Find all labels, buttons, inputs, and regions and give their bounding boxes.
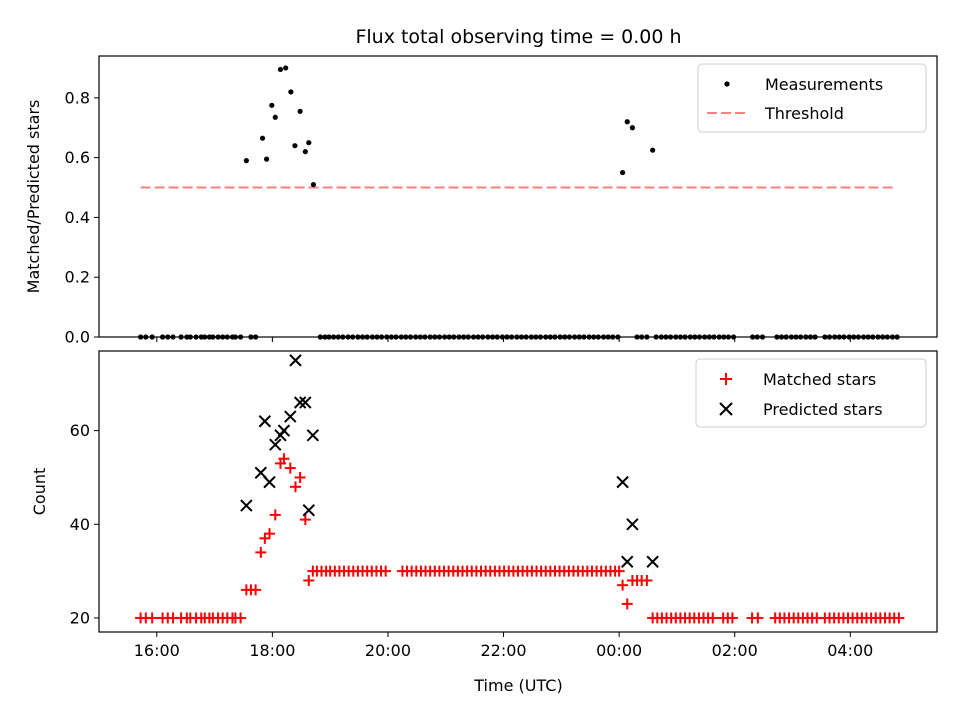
count-y-ticks: 20 40 60 <box>70 421 99 627</box>
ratio-panel: 0.00.20.40.60.8 Matched/Predicted stars … <box>24 55 938 347</box>
matched-star-point <box>617 579 629 591</box>
measurement-point <box>277 66 284 73</box>
threshold-legend-label: Threshold <box>764 104 844 123</box>
predicted-star-point <box>302 504 315 517</box>
matched-star-point <box>284 462 296 474</box>
matched-legend-marker <box>720 373 732 385</box>
matched-star-point <box>235 612 247 624</box>
measurement-point <box>288 89 294 95</box>
x-tick-label: 22:00 <box>480 641 526 660</box>
matched-star-point <box>255 546 267 558</box>
measurements-legend-label: Measurements <box>765 75 883 94</box>
measurement-point <box>650 147 656 153</box>
ratio-legend-box <box>697 63 927 133</box>
matched-star-point <box>269 509 281 521</box>
measurement-point <box>269 102 275 108</box>
measurement-point <box>629 125 636 131</box>
count-x-ticks: 16:00 18:00 20:00 22:00 00:00 02:00 04:00 <box>134 632 873 660</box>
matched-star-point <box>294 471 306 483</box>
ratio-y-tick-label: 0.2 <box>65 268 90 287</box>
ratio-axes-frame <box>98 55 938 338</box>
matched-star-point <box>893 612 905 624</box>
matched-stars-points <box>135 453 905 624</box>
x-axis-label: Time (UTC) <box>473 676 562 695</box>
predicted-star-point <box>293 396 307 409</box>
x-tick-label: 04:00 <box>827 641 873 660</box>
predicted-stars-points <box>240 354 659 568</box>
matched-star-point <box>303 574 315 586</box>
matched-star-point <box>613 565 625 577</box>
ratio-y-tick-label: 0.0 <box>65 328 90 347</box>
count-y-tick-label: 40 <box>70 515 90 534</box>
matched-star-point <box>641 574 653 586</box>
measurement-point <box>243 158 249 164</box>
matched-star-point <box>263 528 275 540</box>
measurement-point <box>283 65 289 71</box>
matched-star-point <box>278 453 290 465</box>
measurement-point <box>292 143 298 149</box>
matched-star-point <box>146 612 158 624</box>
matched-star-point <box>380 565 392 577</box>
ratio-legend: Measurements Threshold <box>697 63 927 133</box>
ratio-y-tick-label: 0.8 <box>65 88 90 107</box>
predicted-legend-marker <box>719 402 733 416</box>
ratio-y-ticks: 0.0 0.2 0.4 0.6 0.8 <box>65 88 99 347</box>
predicted-star-point <box>289 354 302 367</box>
predicted-star-point <box>240 499 253 512</box>
count-legend: Matched stars Predicted stars <box>695 358 927 428</box>
matched-star-point <box>289 481 301 493</box>
predicted-star-point <box>299 396 312 409</box>
predicted-star-point <box>277 424 291 437</box>
measurement-point <box>620 169 626 176</box>
count-y-tick-label: 20 <box>70 608 90 627</box>
predicted-star-point <box>306 429 320 442</box>
x-tick-label: 20:00 <box>365 641 411 660</box>
predicted-legend-label: Predicted stars <box>763 400 883 419</box>
matched-star-point <box>621 598 633 610</box>
predicted-star-point <box>626 518 639 531</box>
predicted-star-point <box>263 475 276 489</box>
ratio-y-tick-label: 0.6 <box>65 148 90 167</box>
matched-legend-label: Matched stars <box>763 370 876 389</box>
measurement-point <box>310 181 317 188</box>
ratio-y-tick-label: 0.4 <box>65 208 90 227</box>
predicted-star-point <box>258 415 272 428</box>
count-panel: 20 40 60 16:00 18:00 20:00 22:00 00:00 02:00 04:… <box>30 350 938 695</box>
x-tick-label: 02:00 <box>712 641 758 660</box>
x-tick-label: 00:00 <box>596 641 642 660</box>
count-axes-frame <box>98 350 938 633</box>
ratio-y-label: Matched/Predicted stars <box>24 100 43 294</box>
measurement-point <box>306 140 312 146</box>
measurement-point <box>259 135 266 141</box>
matched-star-point <box>752 612 764 624</box>
predicted-star-point <box>269 438 282 451</box>
measurement-point <box>302 149 308 155</box>
matched-star-point <box>726 612 738 624</box>
measurement-point <box>264 156 270 162</box>
count-y-tick-label: 60 <box>70 421 90 440</box>
predicted-star-point <box>284 410 297 423</box>
matched-star-point <box>250 584 262 596</box>
chart-title: Flux total observing time = 0.00 h <box>355 26 681 48</box>
measurements-legend-marker <box>724 81 730 87</box>
count-legend-box <box>695 358 927 428</box>
predicted-star-point <box>646 555 659 568</box>
matched-star-point <box>299 514 311 526</box>
matched-star-point <box>707 612 719 624</box>
x-tick-label: 16:00 <box>134 641 180 660</box>
count-y-label: Count <box>30 468 49 516</box>
ratio-x-ticks <box>156 337 851 342</box>
measurement-point <box>624 119 630 125</box>
predicted-star-point <box>621 555 634 568</box>
x-tick-label: 18:00 <box>249 641 295 660</box>
measurement-point <box>272 114 278 120</box>
predicted-star-point <box>616 475 629 489</box>
measurement-point <box>297 108 303 114</box>
